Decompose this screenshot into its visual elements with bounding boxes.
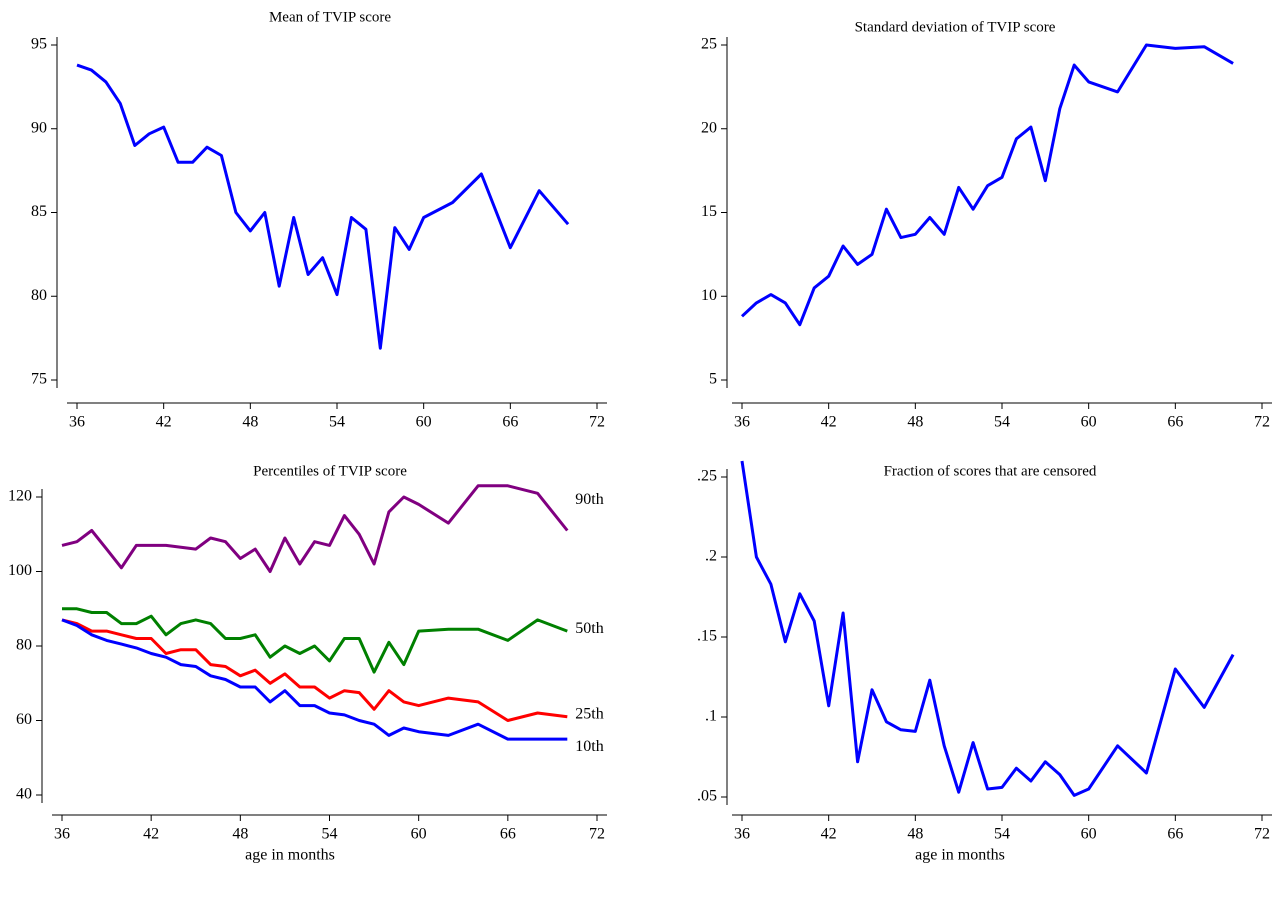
x-tick-label: 42 bbox=[156, 414, 172, 431]
y-tick-label: .1 bbox=[705, 708, 717, 725]
series-line bbox=[62, 607, 568, 674]
x-axis-label: age in months bbox=[915, 847, 1005, 864]
y-tick-label: 95 bbox=[31, 36, 47, 53]
x-tick-label: 54 bbox=[322, 826, 338, 843]
x-tick-label: 66 bbox=[500, 826, 516, 843]
y-tick-label: 20 bbox=[701, 119, 717, 136]
series-label: 90th bbox=[575, 491, 603, 508]
x-tick-label: 42 bbox=[821, 826, 837, 843]
series-line bbox=[61, 484, 569, 573]
x-tick-label: 36 bbox=[69, 414, 85, 431]
x-tick-label: 60 bbox=[411, 826, 427, 843]
x-tick-label: 72 bbox=[589, 414, 605, 431]
y-tick-label: .25 bbox=[697, 468, 717, 485]
x-tick-label: 66 bbox=[1167, 414, 1183, 431]
series-line bbox=[740, 460, 1235, 797]
series-line bbox=[61, 618, 568, 741]
y-tick-label: 85 bbox=[31, 203, 47, 220]
chart-title: Standard deviation of TVIP score bbox=[855, 19, 1056, 35]
x-tick-label: 36 bbox=[54, 826, 70, 843]
x-tick-label: 54 bbox=[994, 414, 1010, 431]
series-line bbox=[76, 63, 570, 350]
x-tick-label: 48 bbox=[907, 414, 923, 431]
y-tick-label: 40 bbox=[16, 786, 32, 803]
x-tick-label: 60 bbox=[1081, 414, 1097, 431]
y-tick-label: 80 bbox=[31, 287, 47, 304]
y-tick-label: .15 bbox=[697, 628, 717, 645]
y-tick-label: 90 bbox=[31, 119, 47, 136]
x-tick-label: 72 bbox=[589, 826, 605, 843]
x-tick-label: 42 bbox=[821, 414, 837, 431]
x-tick-label: 42 bbox=[143, 826, 159, 843]
series-label: 10th bbox=[575, 738, 603, 755]
x-tick-label: 60 bbox=[1081, 826, 1097, 843]
y-tick-label: 120 bbox=[8, 488, 32, 505]
x-tick-label: 54 bbox=[994, 826, 1010, 843]
chart-title: Mean of TVIP score bbox=[269, 9, 391, 25]
x-tick-label: 66 bbox=[1167, 826, 1183, 843]
y-tick-label: .05 bbox=[697, 788, 717, 805]
chart-title: Fraction of scores that are censored bbox=[884, 463, 1097, 479]
y-tick-label: 75 bbox=[31, 371, 47, 388]
series-label: 50th bbox=[575, 620, 603, 637]
y-tick-label: 5 bbox=[709, 371, 717, 388]
x-tick-label: 48 bbox=[232, 826, 248, 843]
y-tick-label: 15 bbox=[701, 203, 717, 220]
x-tick-label: 60 bbox=[416, 414, 432, 431]
series-line bbox=[740, 43, 1234, 327]
chart-title: Percentiles of TVIP score bbox=[253, 463, 407, 479]
x-tick-label: 36 bbox=[734, 826, 750, 843]
y-tick-label: 25 bbox=[701, 36, 717, 53]
x-tick-label: 48 bbox=[907, 826, 923, 843]
series-line bbox=[61, 618, 568, 722]
x-tick-label: 66 bbox=[502, 414, 518, 431]
x-tick-label: 72 bbox=[1254, 414, 1270, 431]
x-tick-label: 36 bbox=[734, 414, 750, 431]
x-tick-label: 72 bbox=[1254, 826, 1270, 843]
x-tick-label: 54 bbox=[329, 414, 345, 431]
y-tick-label: 100 bbox=[8, 562, 32, 579]
y-tick-label: .2 bbox=[705, 548, 717, 565]
y-tick-label: 10 bbox=[701, 287, 717, 304]
y-tick-label: 60 bbox=[16, 711, 32, 728]
x-axis-label: age in months bbox=[245, 847, 335, 864]
series-label: 25th bbox=[575, 705, 603, 722]
y-tick-label: 80 bbox=[16, 637, 32, 654]
x-tick-label: 48 bbox=[242, 414, 258, 431]
